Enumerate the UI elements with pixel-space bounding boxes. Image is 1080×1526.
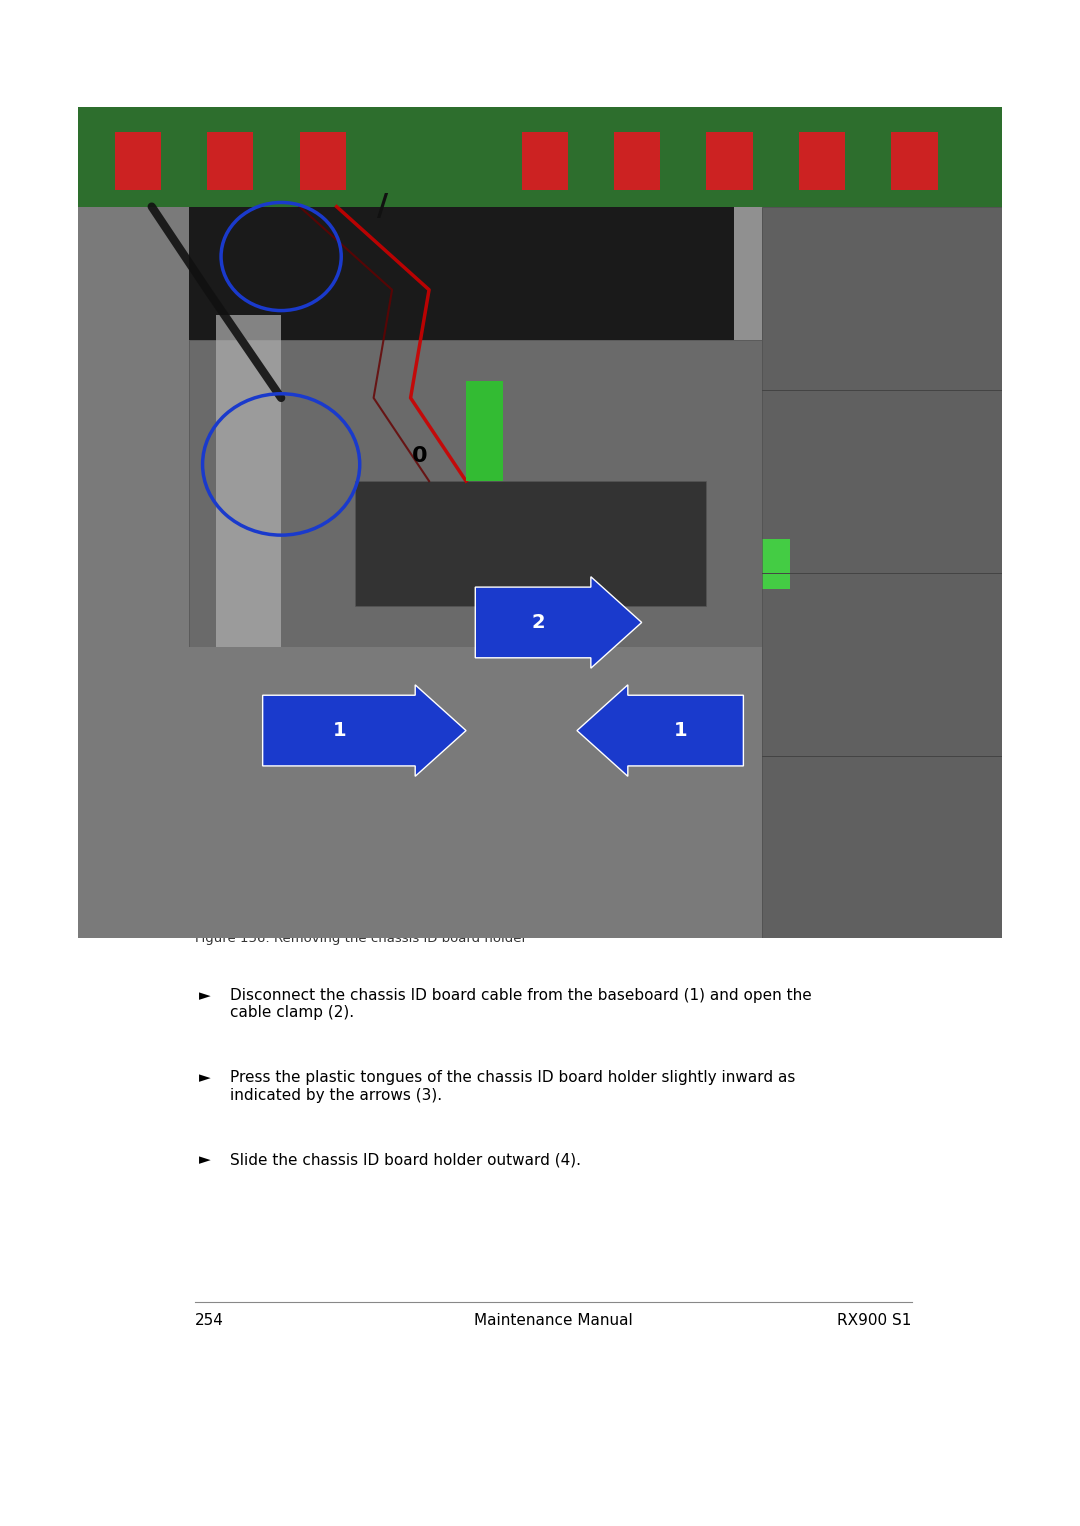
Text: Disconnect the chassis ID board cable from the baseboard (1) and open the
cable : Disconnect the chassis ID board cable fr… [230,987,812,1021]
FancyBboxPatch shape [761,539,789,589]
Text: ►: ► [200,1152,212,1167]
FancyBboxPatch shape [207,131,254,191]
Text: 1: 1 [333,722,347,740]
FancyBboxPatch shape [114,131,161,191]
FancyBboxPatch shape [78,206,1002,938]
FancyBboxPatch shape [761,206,1002,938]
FancyBboxPatch shape [189,647,761,938]
FancyArrow shape [577,685,743,777]
FancyBboxPatch shape [78,206,189,938]
FancyBboxPatch shape [78,107,1002,206]
Text: 2: 2 [531,613,545,632]
Text: /: / [377,192,389,221]
FancyArrow shape [262,685,467,777]
Text: Slide the chassis ID board holder outward (4).: Slide the chassis ID board holder outwar… [230,1152,581,1167]
FancyArrow shape [475,577,642,668]
Text: ►: ► [200,987,212,1003]
Text: Maintenance Manual: Maintenance Manual [474,1314,633,1329]
FancyBboxPatch shape [133,206,734,340]
FancyBboxPatch shape [355,481,706,606]
Text: 254: 254 [195,1314,225,1329]
FancyBboxPatch shape [891,131,937,191]
FancyBboxPatch shape [799,131,845,191]
Text: 0: 0 [411,446,428,465]
Text: 1: 1 [673,722,687,740]
FancyBboxPatch shape [613,131,660,191]
Text: Management and diagnostics modules: Management and diagnostics modules [195,220,584,237]
FancyBboxPatch shape [467,382,503,481]
Text: ►: ► [200,1070,212,1085]
FancyBboxPatch shape [522,131,568,191]
Text: Press the plastic tongues of the chassis ID board holder slightly inward as
indi: Press the plastic tongues of the chassis… [230,1070,796,1103]
FancyBboxPatch shape [706,131,753,191]
Text: Figure 156: Removing the chassis ID board holder: Figure 156: Removing the chassis ID boar… [195,931,527,945]
Text: RX900 S1: RX900 S1 [837,1314,912,1329]
FancyBboxPatch shape [299,131,346,191]
FancyBboxPatch shape [216,314,281,938]
FancyBboxPatch shape [189,340,761,647]
